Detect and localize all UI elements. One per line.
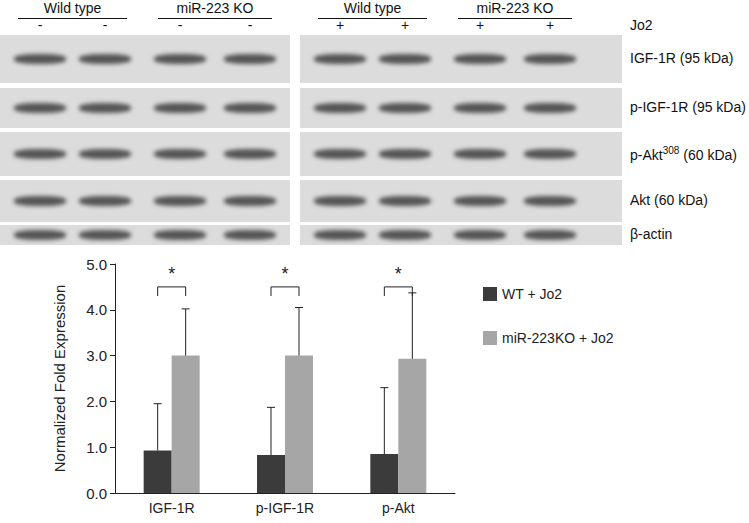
svg-text:miR-223KO + Jo2: miR-223KO + Jo2 [502,330,614,346]
html-text:IGF-1R (95 kDa): IGF-1R (95 kDa) [630,50,734,66]
html-text:β-actin: β-actin [630,226,673,242]
html-text:Wild type: Wild type [43,0,102,16]
svg-text:*: * [395,264,402,284]
svg-text:1.0: 1.0 [86,439,107,456]
svg-text:IGF-1R: IGF-1R [149,500,195,516]
svg-text:*: * [281,264,288,284]
svg-text:p-Akt: p-Akt [382,500,415,516]
svg-text:4.0: 4.0 [86,301,107,318]
html-text:miR-223 KO: miR-223 KO [176,0,254,16]
svg-text:p-IGF-1R: p-IGF-1R [256,500,314,516]
html-text:miR-223 KO: miR-223 KO [476,0,554,16]
html-text:Jo2: Jo2 [630,17,653,33]
svg-text:WT + Jo2: WT + Jo2 [502,286,562,302]
html-text:Akt (60 kDa): Akt (60 kDa) [630,192,708,208]
svg-text:2.0: 2.0 [86,393,107,410]
html-text:p-IGF-1R (95 kDa): p-IGF-1R (95 kDa) [630,99,746,115]
svg-text:Normalized Fold Expression: Normalized Fold Expression [51,285,68,473]
svg-text:3.0: 3.0 [86,347,107,364]
html-text:Wild type: Wild type [343,0,402,16]
svg-text:*: * [168,264,175,284]
svg-text:0.0: 0.0 [86,485,107,502]
html-text:p-Akt308(60 kDa): p-Akt308(60 kDa) [630,145,737,163]
svg-text:5.0: 5.0 [86,256,107,273]
